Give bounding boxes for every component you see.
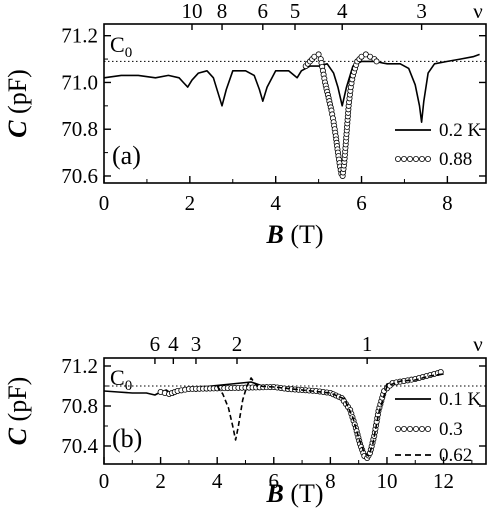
panel-a-chart: 0 2 4 6 870.670.871.071.210 8 6 5 4 3 ν0.2 K0.88(a…	[3, 0, 487, 249]
legend-swatch	[406, 425, 413, 432]
legend-swatch	[412, 425, 419, 432]
nu-tick-label: 2	[232, 332, 243, 356]
legend-swatch	[406, 155, 413, 162]
x-tick-label: 8	[442, 191, 453, 215]
x-tick-label: 2	[185, 191, 196, 215]
legend-swatch	[424, 425, 431, 432]
y-tick-label: 70.8	[61, 394, 98, 418]
legend-swatch	[394, 425, 401, 432]
legend-label: 0.62	[439, 445, 472, 466]
x-tick-label: 0	[99, 191, 110, 215]
y-axis-label: C (pF)	[3, 377, 32, 446]
nu-tick-label: 4	[337, 0, 348, 23]
legend-label: 0.3	[439, 419, 463, 440]
nu-tick-label: 5	[290, 0, 301, 23]
legend-swatch	[412, 155, 419, 162]
nu-symbol: ν	[473, 332, 483, 356]
series-line	[103, 53, 480, 123]
x-tick-label: 0	[99, 469, 110, 493]
nu-tick-label: 8	[217, 0, 228, 23]
data-point	[373, 58, 380, 65]
legend-swatch	[418, 425, 425, 432]
y-tick-label: 71.0	[61, 70, 98, 94]
x-tick-label: 12	[433, 469, 454, 493]
x-tick-label: 4	[212, 469, 223, 493]
x-tick-label: 6	[356, 191, 367, 215]
nu-tick-label: 3	[416, 0, 427, 23]
legend-swatch	[418, 155, 425, 162]
series-circles	[157, 368, 444, 461]
nu-tick-label: 3	[191, 332, 202, 356]
nu-tick-label: 10	[181, 0, 202, 23]
x-tick-label: 2	[155, 469, 166, 493]
x-tick-label: 4	[270, 191, 281, 215]
nu-tick-label: 6	[258, 0, 269, 23]
legend-label: 0.1 K	[439, 389, 482, 410]
y-tick-label: 71.2	[61, 24, 98, 48]
series-circles	[302, 51, 380, 179]
legend-swatch	[400, 155, 407, 162]
x-axis-label: B (T)	[265, 479, 323, 508]
legend-swatch	[400, 425, 407, 432]
legend-swatch	[394, 155, 401, 162]
y-tick-label: 70.4	[61, 434, 98, 458]
nu-tick-label: 1	[362, 332, 373, 356]
series-line	[216, 373, 444, 457]
y-tick-label: 70.6	[61, 164, 98, 188]
reference-label: C0	[110, 32, 132, 61]
nu-tick-label: 4	[168, 332, 179, 356]
reference-label: C0	[110, 365, 132, 394]
y-tick-label: 71.2	[61, 354, 98, 378]
legend-label: 0.88	[439, 149, 472, 170]
x-axis-label: B (T)	[265, 220, 323, 249]
panel-label: (b)	[112, 424, 142, 453]
nu-tick-label: 6	[150, 332, 161, 356]
panel-label: (a)	[112, 141, 141, 170]
y-axis-label: C (pF)	[3, 69, 32, 138]
x-tick-label: 10	[376, 469, 397, 493]
legend-label: 0.2 K	[439, 120, 482, 141]
plot-frame	[103, 357, 487, 465]
nu-symbol: ν	[473, 0, 483, 23]
legend-swatch	[424, 155, 431, 162]
y-tick-label: 70.8	[61, 117, 98, 141]
x-tick-label: 6	[269, 469, 280, 493]
x-tick-label: 8	[325, 469, 336, 493]
